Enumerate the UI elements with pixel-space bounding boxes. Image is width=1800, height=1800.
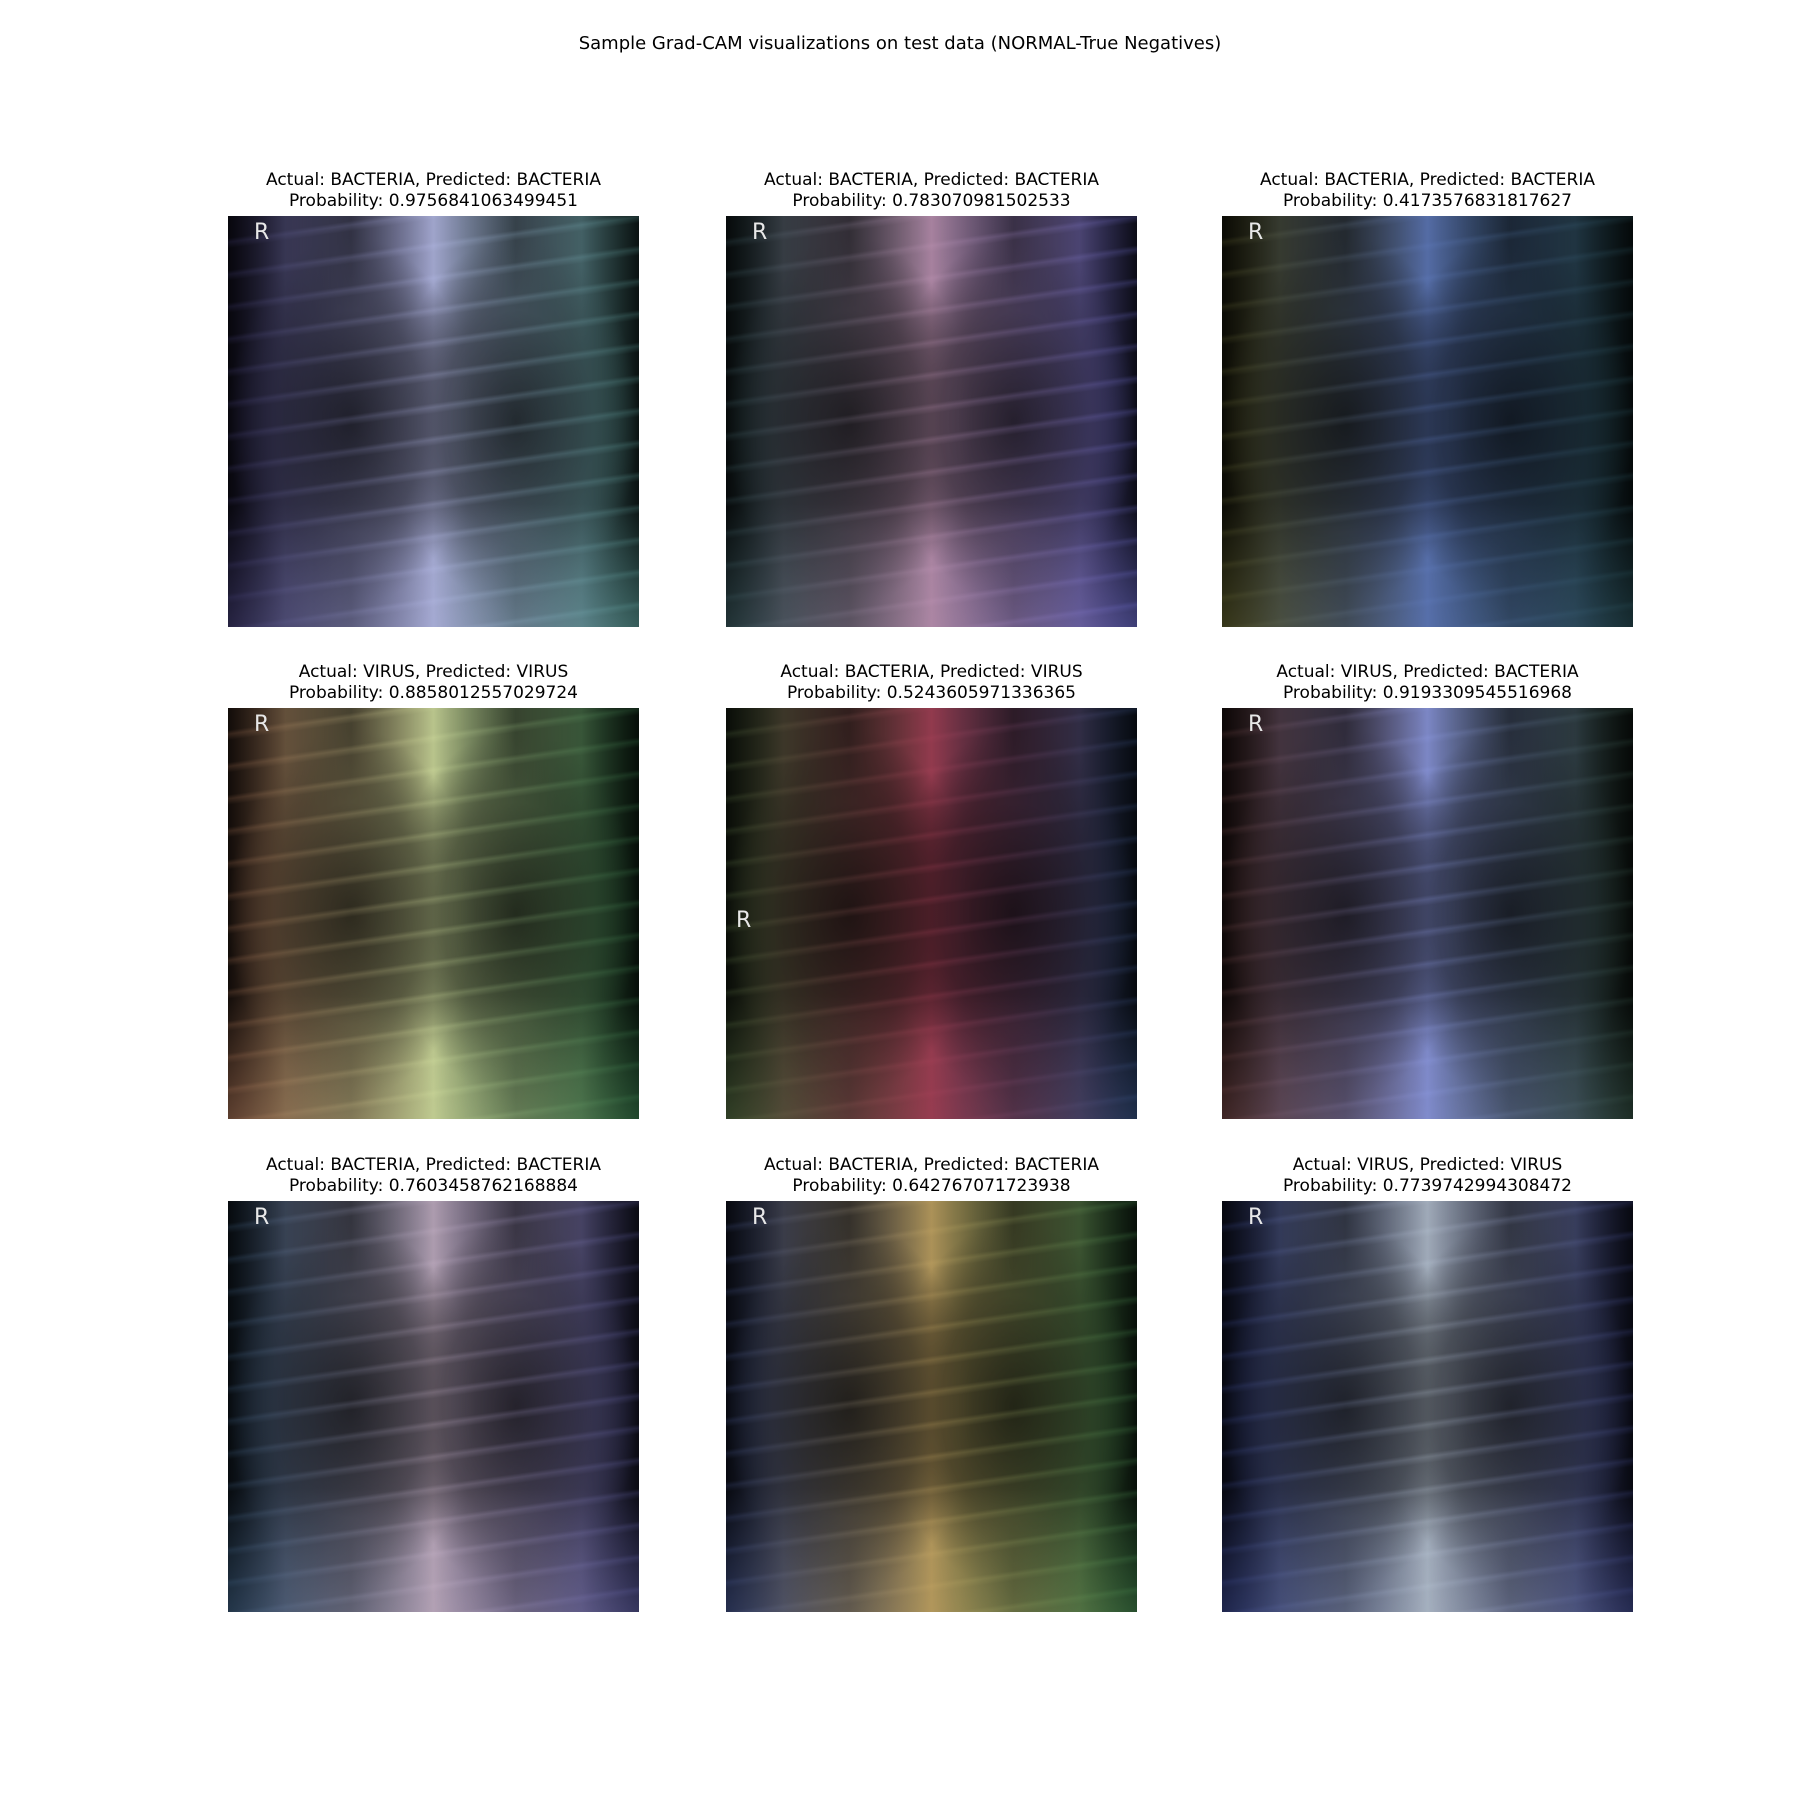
side-marker: R [736,908,752,933]
probability-label: Probability: 0.7603458762168884 [288,1176,579,1196]
actual-predicted-label: Actual: BACTERIA, Predicted: VIRUS [780,662,1083,682]
actual-predicted-label: Actual: BACTERIA, Predicted: BACTERIA [265,1155,602,1175]
side-marker: R [1248,712,1264,737]
chest-xray-gradcam-image: R [228,1201,639,1612]
chest-xray-gradcam-image: R [228,216,639,627]
actual-predicted-label: Actual: BACTERIA, Predicted: BACTERIA [763,170,1100,190]
probability-label: Probability: 0.642767071723938 [792,1176,1071,1196]
probability-label: Probability: 0.8858012557029724 [288,683,579,703]
probability-label: Probability: 0.7739742994308472 [1282,1176,1573,1196]
side-marker: R [1248,1205,1264,1230]
chest-xray-gradcam-image: R [726,1201,1137,1612]
panel-title: Actual: BACTERIA, Predicted: BACTERIA Pro… [1182,170,1673,212]
panel-title: Actual: VIRUS, Predicted: BACTERIA Probab… [1182,662,1673,704]
panel-title: Actual: BACTERIA, Predicted: BACTERIA Pro… [686,1155,1177,1197]
side-marker: R [254,1205,270,1230]
probability-label: Probability: 0.5243605971336365 [786,683,1077,703]
side-marker: R [1248,220,1264,245]
panel-title: Actual: BACTERIA, Predicted: BACTERIA Pro… [686,170,1177,212]
panel-title: Actual: VIRUS, Predicted: VIRUS Probabili… [1182,1155,1673,1197]
probability-label: Probability: 0.9756841063499451 [288,191,579,211]
probability-label: Probability: 0.783070981502533 [792,191,1071,211]
probability-label: Probability: 0.9193309545516968 [1282,683,1573,703]
chest-xray-gradcam-image: R [1222,708,1633,1119]
actual-predicted-label: Actual: VIRUS, Predicted: BACTERIA [1276,662,1579,682]
chest-xray-gradcam-image: R [1222,1201,1633,1612]
actual-predicted-label: Actual: VIRUS, Predicted: VIRUS [1292,1155,1563,1175]
actual-predicted-label: Actual: BACTERIA, Predicted: BACTERIA [1259,170,1596,190]
side-marker: R [254,712,270,737]
chest-xray-gradcam-image: R [1222,216,1633,627]
side-marker: R [254,220,270,245]
chest-xray-gradcam-image: R [726,216,1137,627]
actual-predicted-label: Actual: BACTERIA, Predicted: BACTERIA [265,170,602,190]
actual-predicted-label: Actual: BACTERIA, Predicted: BACTERIA [763,1155,1100,1175]
side-marker: R [752,1205,768,1230]
figure-title: Sample Grad-CAM visualizations on test d… [578,33,1222,54]
panel-title: Actual: BACTERIA, Predicted: BACTERIA Pro… [188,170,679,212]
probability-label: Probability: 0.4173576831817627 [1282,191,1573,211]
chest-xray-gradcam-image: R [726,708,1137,1119]
panel-title: Actual: VIRUS, Predicted: VIRUS Probabili… [188,662,679,704]
actual-predicted-label: Actual: VIRUS, Predicted: VIRUS [298,662,569,682]
panel-title: Actual: BACTERIA, Predicted: BACTERIA Pro… [188,1155,679,1197]
side-marker: R [752,220,768,245]
panel-title: Actual: BACTERIA, Predicted: VIRUS Probab… [686,662,1177,704]
chest-xray-gradcam-image: R [228,708,639,1119]
